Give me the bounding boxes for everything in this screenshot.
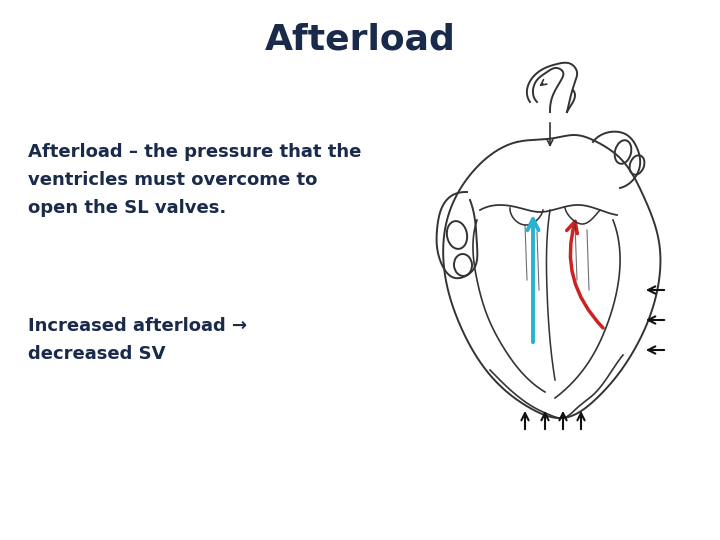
Text: Increased afterload →
decreased SV: Increased afterload → decreased SV xyxy=(28,317,247,363)
FancyArrowPatch shape xyxy=(567,221,603,328)
Text: Afterload – the pressure that the
ventricles must overcome to
open the SL valves: Afterload – the pressure that the ventri… xyxy=(28,143,361,217)
Text: Afterload: Afterload xyxy=(264,23,456,57)
